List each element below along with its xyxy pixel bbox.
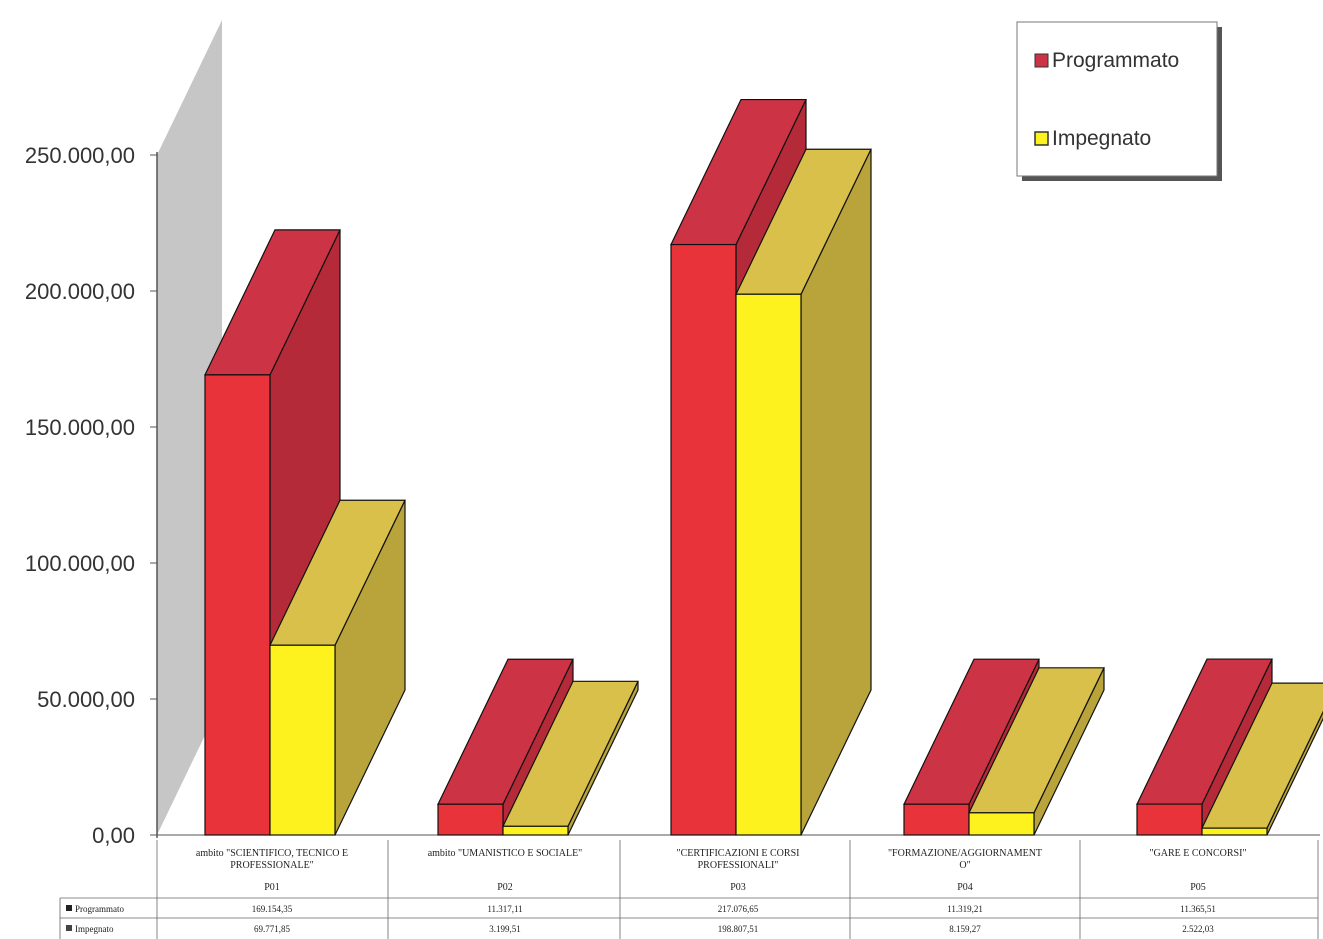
table-cell: 217.076,65 — [718, 904, 759, 914]
bar-impegnato-p02 — [502, 680, 639, 836]
y-tick-label: 100.000,00 — [25, 551, 135, 576]
y-tick-label: 150.000,00 — [25, 415, 135, 440]
y-tick-label: 250.000,00 — [25, 143, 135, 168]
category-label: ambito "SCIENTIFICO, TECNICO E — [196, 848, 348, 859]
bar-front — [1136, 803, 1203, 836]
table-cell: 169.154,35 — [252, 904, 293, 914]
bar-front — [502, 825, 569, 836]
category-code: P01 — [264, 882, 280, 893]
table-cell: 11.319,21 — [947, 904, 983, 914]
bar-front — [903, 803, 970, 836]
legend-swatch-programmato — [1034, 53, 1049, 68]
table-row-label: Impegnato — [75, 924, 114, 934]
table-cell: 8.159,27 — [949, 924, 981, 934]
bar-front — [204, 374, 271, 836]
category-code: P04 — [957, 882, 973, 893]
category-code: P05 — [1190, 882, 1206, 893]
table-row-label: Programmato — [75, 904, 124, 914]
legend-label-impegnato: Impegnato — [1052, 127, 1151, 150]
category-label: "GARE E CONCORSI" — [1149, 848, 1246, 859]
y-tick-label: 50.000,00 — [37, 687, 135, 712]
table-row-swatch — [66, 925, 72, 931]
table-row-swatch — [66, 905, 72, 911]
bar-front — [1201, 827, 1268, 836]
table-cell: 198.807,51 — [718, 924, 759, 934]
table-cell: 11.317,11 — [487, 904, 522, 914]
bar-impegnato-p05 — [1201, 682, 1323, 836]
category-label: PROFESSIONALE" — [230, 860, 314, 871]
bar-front — [968, 812, 1035, 836]
bar-front — [269, 644, 336, 836]
bar-impegnato-p04 — [968, 667, 1105, 836]
bar-impegnato-p03 — [735, 148, 872, 836]
category-label: O" — [959, 860, 970, 871]
bar-front — [735, 293, 802, 836]
category-label: PROFESSIONALI" — [698, 860, 779, 871]
bar-front — [670, 243, 737, 836]
legend-label-programmato: Programmato — [1052, 49, 1179, 72]
category-label: "FORMAZIONE/AGGIORNAMENT — [888, 848, 1042, 859]
table-cell: 3.199,51 — [489, 924, 521, 934]
category-label: "CERTIFICAZIONI E CORSI — [677, 848, 800, 859]
category-label: ambito "UMANISTICO E SOCIALE" — [428, 848, 583, 859]
y-tick-label: 0,00 — [92, 823, 135, 848]
legend-swatch-impegnato — [1034, 131, 1049, 146]
category-code: P02 — [497, 882, 513, 893]
table-cell: 11.365,51 — [1180, 904, 1216, 914]
bar-impegnato-p01 — [269, 499, 406, 836]
category-code: P03 — [730, 882, 746, 893]
bar-front — [437, 803, 504, 836]
y-tick-label: 200.000,00 — [25, 279, 135, 304]
legend: Programmato Impegnato — [1016, 21, 1222, 181]
table-cell: 2.522,03 — [1182, 924, 1214, 934]
table-cell: 69.771,85 — [254, 924, 291, 934]
